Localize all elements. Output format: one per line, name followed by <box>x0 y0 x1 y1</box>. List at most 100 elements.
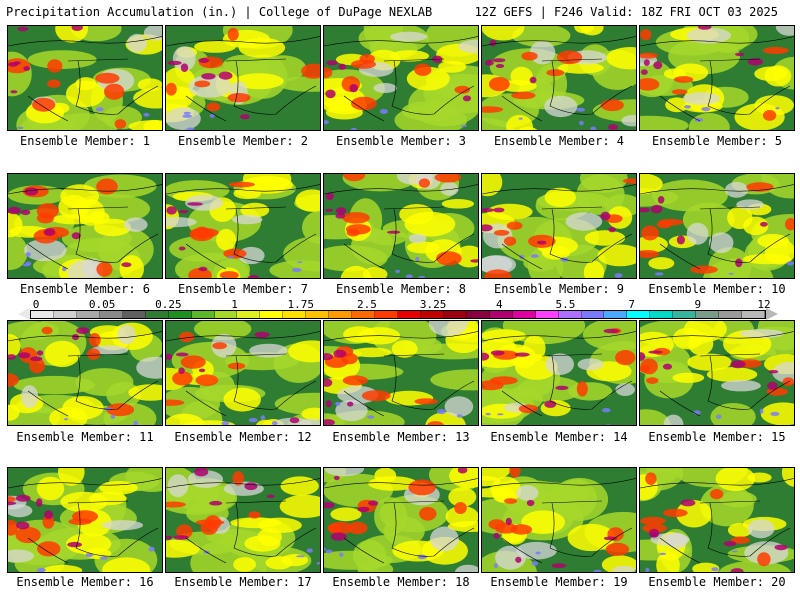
colorbar-swatch <box>237 311 261 318</box>
precip-field-map <box>166 321 320 425</box>
colorbar-swatch <box>627 311 651 318</box>
colorbar-swatch <box>214 311 238 318</box>
colorbar-tick-label: 12 <box>757 298 771 311</box>
colorbar-swatch <box>581 311 605 318</box>
colorbar-tick-label: 1.75 <box>287 298 314 311</box>
ensemble-member-label: Ensemble Member: 8 <box>335 282 467 296</box>
precip-field-map <box>8 468 162 572</box>
ensemble-member-label: Ensemble Member: 5 <box>651 134 783 148</box>
colorbar-tick-label: 0.05 <box>88 298 116 311</box>
ensemble-member-label: Ensemble Member: 2 <box>177 134 309 148</box>
colorbar-tick-label: 7 <box>628 298 635 311</box>
ensemble-member-label: Ensemble Member: 7 <box>177 282 309 296</box>
precip-field-map <box>640 174 794 278</box>
ensemble-member-label: Ensemble Member: 10 <box>648 282 786 296</box>
colorbar-tick-label: 0 <box>32 298 40 311</box>
precip-field-map <box>482 26 636 130</box>
precip-field-map <box>482 174 636 278</box>
colorbar-swatch <box>352 311 376 318</box>
ensemble-map-panel <box>481 320 637 426</box>
colorbar-swatch <box>719 311 743 318</box>
colorbar-swatch <box>604 311 628 318</box>
ensemble-member-label: Ensemble Member: 13 <box>332 430 470 444</box>
colorbar-tick-label: 5.5 <box>555 298 576 311</box>
ensemble-map-panel <box>481 25 637 131</box>
ensemble-member-label: Ensemble Member: 19 <box>490 575 628 589</box>
colorbar-swatch <box>306 311 330 318</box>
colorbar-swatch <box>99 311 123 318</box>
precip-field-map <box>482 468 636 572</box>
ensemble-member-label: Ensemble Member: 12 <box>174 430 312 444</box>
ensemble-map-panel <box>7 25 163 131</box>
colorbar-swatches <box>30 310 766 319</box>
colorbar-swatch <box>76 311 100 318</box>
ensemble-member-label: Ensemble Member: 14 <box>490 430 628 444</box>
precip-field-map <box>640 321 794 425</box>
precip-field-map <box>166 468 320 572</box>
colorbar-swatch <box>650 311 674 318</box>
colorbar-swatch <box>742 311 765 318</box>
ensemble-member-label: Ensemble Member: 16 <box>16 575 154 589</box>
colorbar-max-arrow-icon <box>766 308 778 320</box>
ensemble-member-label: Ensemble Member: 4 <box>493 134 625 148</box>
colorbar-tick-label: 9 <box>694 298 702 311</box>
colorbar-swatch <box>31 311 54 318</box>
ensemble-map-panel <box>481 467 637 573</box>
colorbar-tick-label: 2.5 <box>356 298 377 311</box>
ensemble-member-label: Ensemble Member: 3 <box>335 134 467 148</box>
ensemble-map-panel <box>639 173 795 279</box>
precip-field-map <box>8 26 162 130</box>
precipitation-colorbar: 0 0.05 0.25 1 1.75 2.5 3.25 4 5.5 7 9 12 <box>0 298 800 320</box>
ensemble-member-label: Ensemble Member: 9 <box>493 282 625 296</box>
precip-field-map <box>482 321 636 425</box>
ensemble-map-panel <box>165 173 321 279</box>
colorbar-swatch <box>145 311 169 318</box>
colorbar-swatch <box>443 311 467 318</box>
colorbar-min-arrow-icon <box>18 308 30 320</box>
ensemble-member-label: Ensemble Member: 20 <box>648 575 786 589</box>
ensemble-map-panel <box>7 173 163 279</box>
ensemble-member-label: Ensemble Member: 6 <box>19 282 151 296</box>
colorbar-swatch <box>168 311 192 318</box>
colorbar-swatch <box>329 311 353 318</box>
ensemble-map-panel <box>323 25 479 131</box>
ensemble-member-label: Ensemble Member: 15 <box>648 430 786 444</box>
colorbar-swatch <box>558 311 582 318</box>
precip-field-map <box>640 468 794 572</box>
colorbar-swatch <box>466 311 490 318</box>
colorbar-tick-label: 1 <box>231 298 238 311</box>
map-title: Precipitation Accumulation (in.) | Colle… <box>6 5 433 19</box>
ensemble-member-label: Ensemble Member: 18 <box>332 575 470 589</box>
ensemble-map-panel <box>481 173 637 279</box>
precip-field-map <box>640 26 794 130</box>
ensemble-map-panel <box>639 25 795 131</box>
ensemble-map-panel <box>323 467 479 573</box>
colorbar-swatch <box>696 311 720 318</box>
ensemble-map-panel <box>7 467 163 573</box>
ensemble-member-label: Ensemble Member: 11 <box>16 430 154 444</box>
ensemble-map-panel <box>7 320 163 426</box>
precip-field-map <box>166 26 320 130</box>
ensemble-map-panel <box>323 320 479 426</box>
colorbar-swatch <box>260 311 284 318</box>
precip-field-map <box>324 26 478 130</box>
precip-field-map <box>166 174 320 278</box>
colorbar-swatch <box>535 311 559 318</box>
ensemble-map-panel <box>323 173 479 279</box>
colorbar-swatch <box>512 311 536 318</box>
ensemble-map-panel <box>165 467 321 573</box>
colorbar-swatch <box>398 311 421 318</box>
colorbar-swatch <box>53 311 77 318</box>
ensemble-map-panel <box>165 320 321 426</box>
colorbar-tick-label: 4 <box>495 298 503 311</box>
colorbar-swatch <box>489 311 513 318</box>
colorbar-swatch <box>673 311 697 318</box>
colorbar-swatch <box>283 311 307 318</box>
ensemble-member-label: Ensemble Member: 1 <box>19 134 151 148</box>
precip-field-map <box>8 174 162 278</box>
ensemble-map-panel <box>639 467 795 573</box>
ensemble-member-label: Ensemble Member: 17 <box>174 575 312 589</box>
precip-field-map <box>324 174 478 278</box>
colorbar-swatch <box>420 311 444 318</box>
valid-time-label: 12Z GEFS | F246 Valid: 18Z FRI OCT 03 20… <box>474 5 778 19</box>
